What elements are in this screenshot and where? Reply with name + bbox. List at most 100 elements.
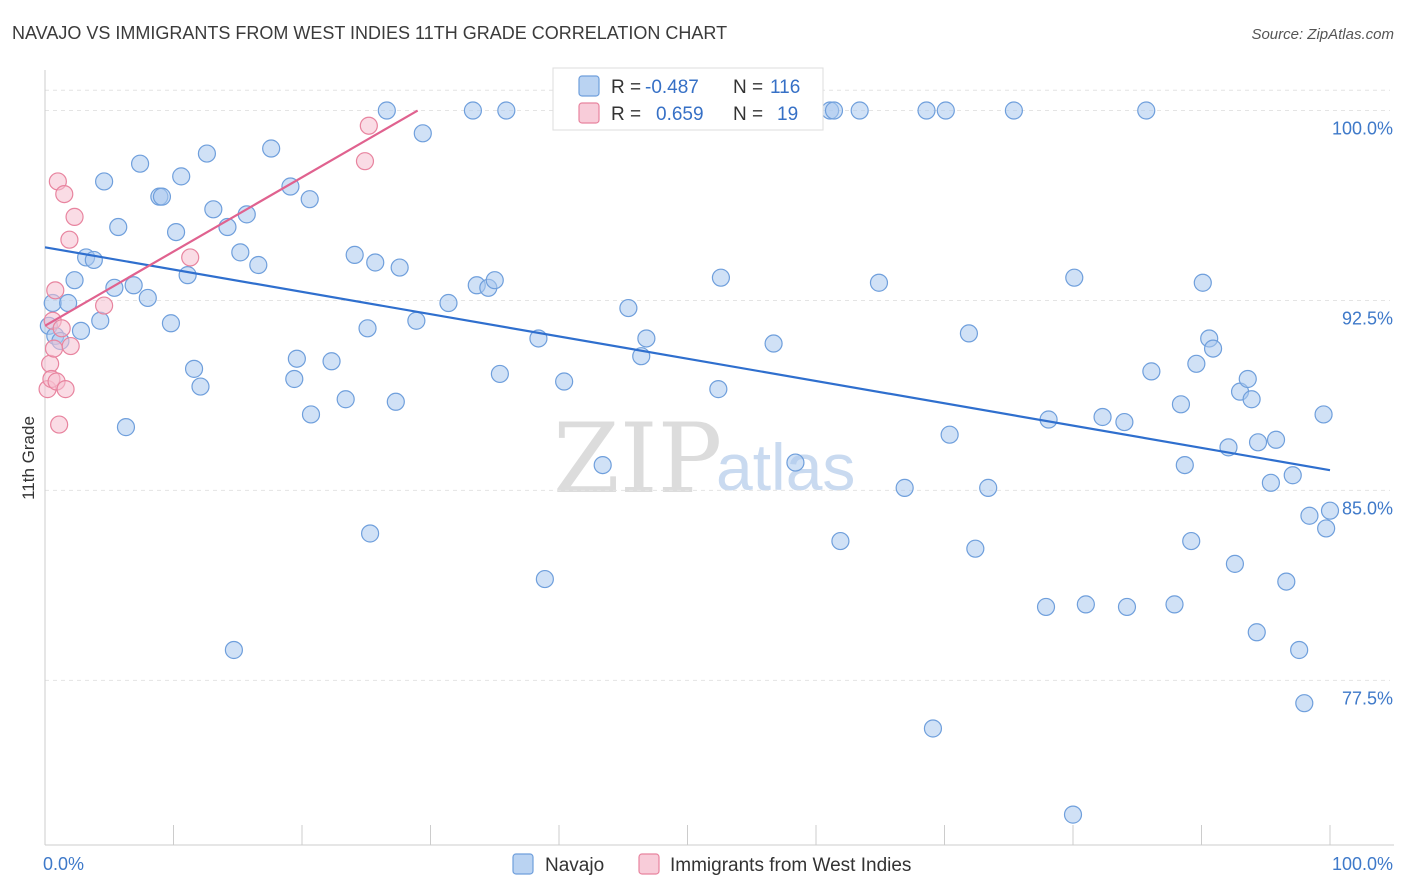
point-west-indies-11: [56, 380, 75, 399]
point-west-indies-17: [355, 152, 375, 171]
point-navajo-94: [1175, 455, 1194, 475]
point-navajo-55: [497, 101, 516, 120]
point-navajo-73: [895, 478, 914, 497]
point-west-indies-16: [181, 248, 200, 267]
point-navajo-105: [1247, 623, 1266, 642]
point-navajo-90: [1137, 101, 1156, 120]
point-navajo-99: [1203, 339, 1223, 358]
series-navajo: [39, 101, 1340, 824]
point-navajo-23: [184, 359, 204, 378]
point-navajo-92: [1165, 595, 1184, 614]
point-navajo-89: [1117, 597, 1137, 617]
point-west-indies-18: [359, 116, 378, 135]
point-navajo-41: [358, 319, 377, 338]
point-navajo-10: [95, 172, 114, 191]
point-navajo-70: [831, 531, 850, 551]
point-navajo-50: [463, 101, 483, 120]
point-navajo-107: [1261, 473, 1280, 492]
point-navajo-19: [161, 314, 181, 333]
point-west-indies-4: [44, 339, 64, 358]
point-navajo-37: [301, 405, 321, 424]
stats-legend-n-label-west-indies: N =: [733, 104, 763, 125]
point-navajo-69: [824, 101, 844, 120]
point-navajo-84: [1063, 805, 1083, 824]
stats-legend-r-value-west-indies: 0.659: [656, 104, 704, 125]
point-navajo-91: [1142, 362, 1161, 381]
point-navajo-13: [116, 418, 136, 437]
stats-legend-n-value-west-indies: 19: [777, 104, 798, 125]
point-navajo-77: [940, 425, 959, 444]
point-navajo-36: [300, 190, 319, 209]
y-axis-label: 11th Grade: [19, 416, 38, 500]
stats-legend: R = -0.487 N = 116 R = 0.659 N = 19: [552, 67, 824, 131]
point-navajo-59: [593, 455, 612, 475]
point-navajo-25: [197, 144, 217, 163]
point-navajo-85: [1065, 268, 1084, 287]
point-navajo-43: [366, 253, 385, 272]
point-navajo-111: [1290, 640, 1309, 660]
x-tick-label-1: 100.0%: [1332, 854, 1393, 874]
point-navajo-53: [485, 271, 504, 290]
chart-source: Source: ZipAtlas.com: [1251, 26, 1394, 43]
point-navajo-6: [71, 321, 91, 340]
point-navajo-9: [91, 311, 110, 330]
point-navajo-22: [178, 266, 197, 285]
point-west-indies-15: [95, 296, 114, 315]
point-navajo-80: [979, 478, 998, 497]
trendline-west-indies: [44, 109, 419, 327]
point-navajo-20: [166, 222, 186, 242]
point-navajo-64: [709, 380, 728, 399]
point-navajo-14: [124, 276, 143, 295]
series-legend: Navajo Immigrants from West Indies: [512, 853, 911, 876]
point-navajo-39: [336, 390, 355, 409]
stats-legend-swatch-west-indies: [578, 102, 600, 124]
point-navajo-101: [1225, 554, 1245, 573]
point-navajo-26: [204, 200, 223, 219]
stats-legend-r-label-west-indies: R =: [611, 104, 641, 125]
y-tick-label-3: 77.5%: [1342, 688, 1393, 708]
point-navajo-46: [390, 258, 409, 277]
point-navajo-49: [439, 293, 458, 313]
point-navajo-58: [555, 372, 574, 391]
point-navajo-106: [1248, 433, 1268, 452]
x-tick-label-0: 0.0%: [43, 854, 84, 874]
trend-lines: [44, 109, 1331, 472]
stats-legend-n-label-navajo: N =: [733, 77, 763, 98]
y-tick-label-2: 85.0%: [1342, 498, 1393, 518]
point-navajo-103: [1238, 369, 1257, 389]
point-navajo-110: [1283, 466, 1302, 485]
point-navajo-97: [1193, 273, 1212, 292]
point-navajo-86: [1076, 595, 1095, 614]
series-legend-swatch-navajo: [512, 853, 534, 875]
point-west-indies-14: [65, 207, 84, 226]
stats-legend-r-value-navajo: -0.487: [645, 77, 699, 98]
chart-title: NAVAJO VS IMMIGRANTS FROM WEST INDIES 11…: [12, 23, 727, 43]
y-tick-label-0: 100.0%: [1332, 119, 1393, 139]
trendline-navajo: [44, 246, 1331, 472]
point-navajo-28: [224, 640, 243, 660]
point-west-indies-13: [61, 336, 80, 356]
y-tick-labels: 100.0% 92.5% 85.0% 77.5%: [1332, 119, 1393, 709]
point-navajo-113: [1300, 506, 1319, 525]
watermark-zip: ZIP: [553, 403, 722, 515]
point-navajo-24: [191, 377, 210, 396]
point-navajo-29: [231, 243, 250, 262]
point-navajo-88: [1115, 412, 1134, 432]
point-navajo-79: [966, 539, 985, 558]
series-legend-label-west-indies: Immigrants from West Indies: [670, 855, 911, 876]
stats-legend-r-label-navajo: R =: [611, 77, 641, 98]
point-navajo-48: [413, 124, 432, 143]
watermark-atlas: atlas: [716, 430, 855, 504]
point-navajo-112: [1295, 694, 1314, 713]
point-navajo-32: [262, 139, 281, 158]
point-navajo-54: [490, 364, 509, 384]
point-navajo-31: [249, 255, 268, 275]
point-navajo-74: [917, 101, 936, 120]
point-navajo-65: [711, 268, 731, 287]
point-west-indies-12: [60, 230, 79, 249]
series-west-indies: [38, 116, 378, 434]
y-tick-label-1: 92.5%: [1342, 308, 1393, 328]
point-navajo-67: [786, 453, 805, 472]
point-navajo-95: [1182, 531, 1201, 551]
point-navajo-66: [764, 334, 783, 353]
